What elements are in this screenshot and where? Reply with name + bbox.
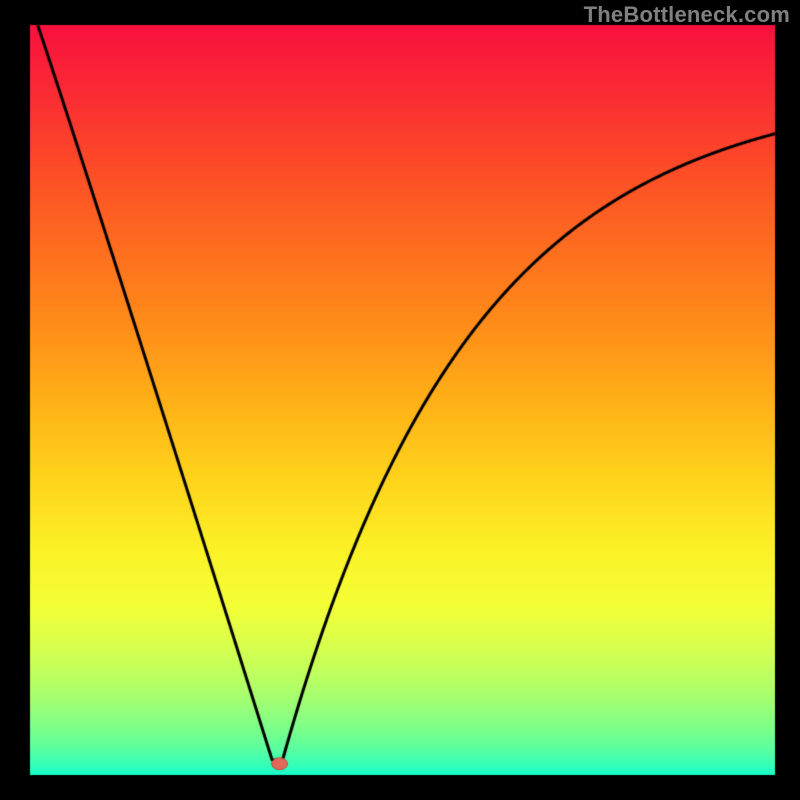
chart-container: TheBottleneck.com <box>0 0 800 800</box>
bottleneck-curve <box>0 0 800 800</box>
watermark-text: TheBottleneck.com <box>584 2 790 28</box>
